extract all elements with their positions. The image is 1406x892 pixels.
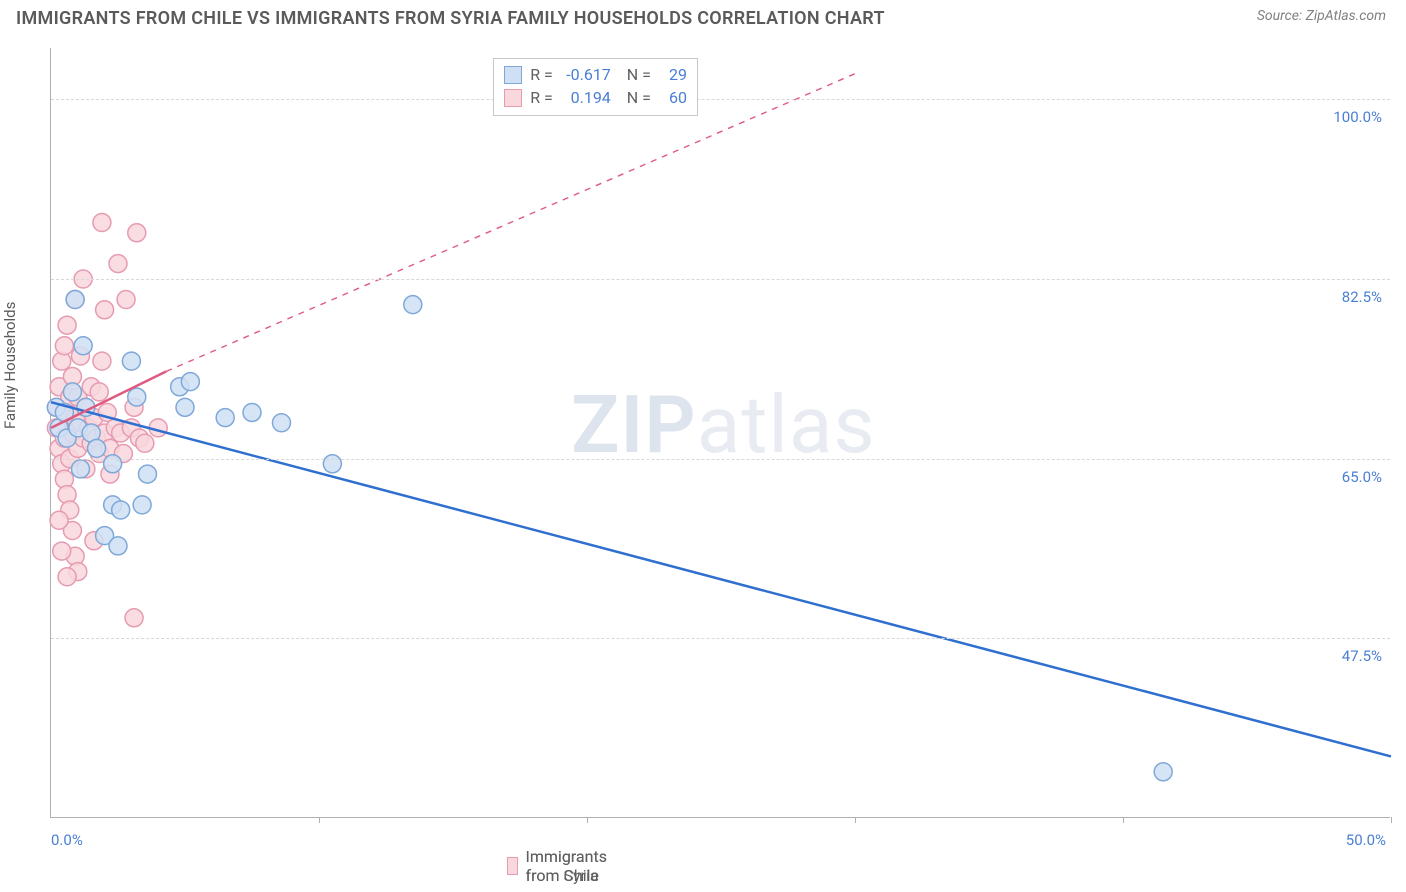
gridline: [51, 459, 1390, 460]
x-tick: [1391, 817, 1392, 823]
legend-item: Immigrants from Syria: [507, 847, 614, 885]
gridline: [51, 638, 1390, 639]
data-point: [128, 224, 146, 242]
data-point: [50, 511, 68, 529]
trend-line: [166, 74, 855, 372]
data-point: [138, 465, 156, 483]
data-point: [122, 352, 140, 370]
data-point: [117, 291, 135, 309]
stat-r-label: R =: [530, 88, 553, 107]
data-point: [176, 398, 194, 416]
x-tick: [855, 817, 856, 823]
stat-n-label: N =: [627, 65, 651, 84]
data-point: [104, 455, 122, 473]
scatter-plot-svg: [51, 48, 1390, 817]
data-point: [323, 455, 341, 473]
data-point: [53, 542, 71, 560]
x-tick-label: 0.0%: [51, 831, 83, 849]
data-point: [404, 296, 422, 314]
data-point: [112, 501, 130, 519]
data-point: [90, 383, 108, 401]
stats-row: R = -0.617 N = 29: [504, 63, 687, 86]
data-point: [63, 383, 81, 401]
data-point: [58, 316, 76, 334]
stat-r-value: 0.194: [561, 88, 611, 107]
data-point: [66, 291, 84, 309]
y-tick-label: 65.0%: [1342, 468, 1382, 486]
stats-row: R = 0.194 N = 60: [504, 86, 687, 109]
chart-header: IMMIGRANTS FROM CHILE VS IMMIGRANTS FROM…: [0, 0, 1406, 33]
legend-label: Immigrants from Syria: [526, 847, 615, 885]
data-point: [71, 460, 89, 478]
stat-n-value: 29: [659, 65, 687, 84]
data-point: [181, 373, 199, 391]
data-point: [96, 301, 114, 319]
stat-n-label: N =: [627, 88, 651, 107]
x-tick: [319, 817, 320, 823]
stat-r-label: R =: [530, 65, 553, 84]
x-tick: [587, 817, 588, 823]
gridline: [51, 279, 1390, 280]
y-axis-label: Family Households: [1, 302, 19, 429]
data-point: [93, 352, 111, 370]
x-tick: [1123, 817, 1124, 823]
y-tick-label: 100.0%: [1333, 108, 1382, 126]
legend-swatch: [504, 66, 522, 84]
y-tick-label: 47.5%: [1342, 647, 1382, 665]
stats-legend-box: R = -0.617 N = 29 R = 0.194 N = 60: [493, 58, 698, 116]
data-point: [74, 337, 92, 355]
data-point: [243, 403, 261, 421]
data-point: [133, 496, 151, 514]
stat-r-value: -0.617: [561, 65, 611, 84]
data-point: [93, 214, 111, 232]
data-point: [109, 537, 127, 555]
y-tick-label: 82.5%: [1342, 288, 1382, 306]
data-point: [128, 388, 146, 406]
data-point: [216, 409, 234, 427]
data-point: [58, 568, 76, 586]
data-point: [1154, 763, 1172, 781]
chart-title: IMMIGRANTS FROM CHILE VS IMMIGRANTS FROM…: [16, 8, 885, 29]
data-point: [88, 439, 106, 457]
trend-line: [51, 402, 1391, 756]
gridline: [51, 99, 1390, 100]
data-point: [109, 255, 127, 273]
stat-n-value: 60: [659, 88, 687, 107]
legend-swatch: [504, 89, 522, 107]
data-point: [55, 337, 73, 355]
chart-plot-area: ZIPatlas 47.5%65.0%82.5%100.0%0.0%50.0%R…: [50, 48, 1390, 818]
data-point: [272, 414, 290, 432]
legend-swatch: [507, 857, 518, 875]
data-point: [136, 434, 154, 452]
chart-source: Source: ZipAtlas.com: [1257, 8, 1386, 24]
data-point: [125, 609, 143, 627]
x-tick-label: 50.0%: [1346, 831, 1386, 849]
